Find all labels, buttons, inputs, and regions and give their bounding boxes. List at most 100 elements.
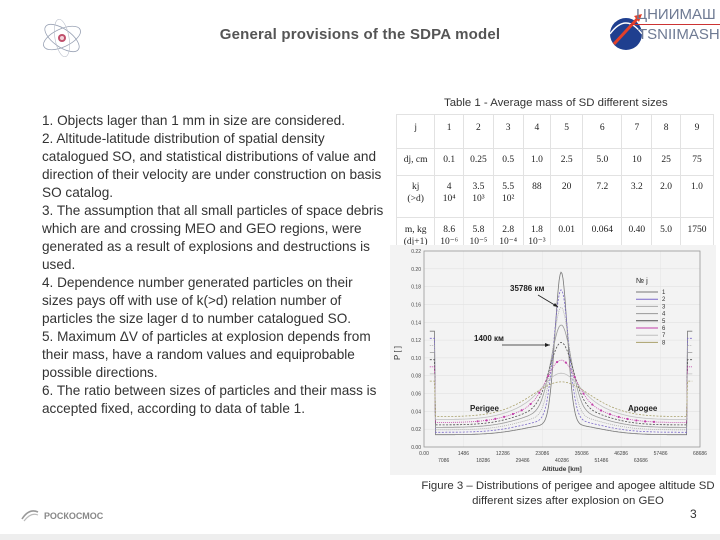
y-tick-label: 0.04 bbox=[411, 409, 421, 415]
series-marker bbox=[644, 420, 647, 423]
series-marker bbox=[494, 417, 497, 421]
y-tick-label: 0.20 bbox=[411, 267, 421, 273]
series-marker bbox=[600, 409, 603, 412]
series-marker bbox=[538, 391, 541, 394]
table-cell: 75 bbox=[679, 148, 715, 176]
y-tick-label: 0.12 bbox=[411, 338, 421, 344]
series-marker bbox=[591, 403, 594, 406]
x-axis-label: Altitude [km] bbox=[542, 466, 582, 473]
mass-size-table: j 1 2 3 4 5 6 7 8 9 dj, cm 0.1 0.25 0.5 1.0 2.5 5.0 10 25 7… bbox=[395, 114, 715, 267]
table-cell: 5.5 10² bbox=[492, 175, 524, 218]
legend-item-label: 5 bbox=[662, 319, 666, 325]
roscosmos-brand: РОСКОСМОС bbox=[44, 511, 104, 521]
provisions-list: 1. Objects lager than 1 mm in size are c… bbox=[42, 112, 387, 418]
x-tick-label: 12286 bbox=[496, 451, 510, 457]
table-cell: 2.0 bbox=[651, 175, 681, 218]
table-cell: 4 bbox=[522, 114, 552, 149]
legend-item-label: 8 bbox=[662, 340, 666, 346]
table-cell: 9 bbox=[679, 114, 715, 149]
table-caption: Table 1 - Average mass of SD different s… bbox=[444, 97, 668, 109]
legend-item-label: 3 bbox=[662, 304, 666, 310]
series-marker bbox=[652, 420, 656, 424]
x-tick-label: 51486 bbox=[594, 458, 608, 464]
series-marker bbox=[626, 417, 629, 421]
series-line-1 bbox=[429, 271, 693, 436]
series-marker bbox=[564, 361, 567, 364]
legend-title: № j bbox=[636, 276, 648, 285]
table-cell: 3.2 bbox=[621, 175, 653, 218]
logo-text-latin: TSNIIMASH bbox=[638, 26, 720, 43]
series-marker bbox=[555, 360, 559, 364]
series-marker bbox=[608, 413, 612, 416]
y-tick-label: 0.02 bbox=[411, 427, 421, 433]
table-row: kj (>d) 4 10⁴ 3.5 10³ 5.5 10² 88 20 7.2 3.2 2.0 1… bbox=[395, 175, 715, 218]
legend-item-label: 6 bbox=[662, 326, 666, 332]
table-cell: 1 bbox=[434, 114, 464, 149]
plot-frame bbox=[423, 250, 701, 448]
series-line-6 bbox=[429, 359, 693, 423]
y-tick-label: 0.08 bbox=[411, 374, 421, 380]
table-cell: 0.25 bbox=[463, 148, 494, 176]
table-cell: 10 bbox=[621, 148, 653, 176]
series-line-5 bbox=[429, 342, 693, 426]
legend-item-label: 2 bbox=[662, 297, 666, 303]
y-tick-label: 0.18 bbox=[411, 285, 421, 291]
provision-item: 2. Altitude-latitude distribution of spa… bbox=[42, 131, 382, 200]
table-cell: 20 bbox=[550, 175, 584, 218]
row-header-cell: j bbox=[395, 114, 436, 149]
logo-divider bbox=[630, 24, 720, 25]
table-cell: 2 bbox=[463, 114, 494, 149]
series-line-7 bbox=[429, 372, 693, 420]
series-marker bbox=[503, 415, 506, 418]
table-row: dj, cm 0.1 0.25 0.5 1.0 2.5 5.0 10 25 75 bbox=[395, 148, 715, 176]
altitude-distribution-chart: 0.00 0.02 0.04 0.06 0.08 0.10 0.12 0.14 0.16 0.18… bbox=[390, 245, 716, 475]
series-marker bbox=[520, 409, 523, 412]
series-marker bbox=[511, 412, 515, 416]
page-number: 3 bbox=[690, 507, 697, 521]
x-tick-label: 68686 bbox=[693, 451, 707, 457]
series-line-3 bbox=[429, 306, 693, 431]
width-annotation: 1400 км bbox=[474, 334, 504, 343]
series-marker bbox=[529, 402, 532, 406]
series-marker bbox=[635, 419, 638, 422]
provision-item: 4. Dependence number generated particles… bbox=[42, 275, 353, 326]
series-marker bbox=[573, 375, 576, 379]
globe-logo-icon bbox=[43, 18, 81, 58]
x-tick-label: 1486 bbox=[458, 451, 469, 457]
table-cell: 25 bbox=[651, 148, 681, 176]
table-cell: 1.0 bbox=[679, 175, 715, 218]
table-cell: 8 bbox=[651, 114, 681, 149]
table-cell: 0.1 bbox=[434, 148, 464, 176]
row-header-cell: kj (>d) bbox=[395, 175, 436, 218]
series-marker bbox=[476, 420, 479, 423]
x-tick-label: 0.00 bbox=[419, 451, 429, 457]
y-tick-label: 0.22 bbox=[411, 249, 421, 255]
series-line-8 bbox=[429, 380, 693, 418]
x-tick-label: 29486 bbox=[516, 458, 530, 464]
table-cell: 5.0 bbox=[582, 148, 623, 176]
legend-item-label: 4 bbox=[662, 312, 666, 318]
logo-text-russian: ЦНИИМАШ bbox=[636, 6, 716, 23]
table-cell: 5 bbox=[550, 114, 584, 149]
y-axis-label: P [ ] bbox=[393, 346, 402, 360]
table-cell: 3 bbox=[492, 114, 524, 149]
table-cell: 4 10⁴ bbox=[434, 175, 464, 218]
x-tick-label: 57486 bbox=[654, 451, 668, 457]
y-tick-label: 0.10 bbox=[411, 356, 421, 362]
series-marker bbox=[617, 415, 620, 419]
series-marker bbox=[485, 419, 488, 422]
table-cell: 7 bbox=[621, 114, 653, 149]
provision-item: 1. Objects lager than 1 mm in size are c… bbox=[42, 113, 345, 128]
series-marker bbox=[547, 374, 550, 378]
figure-caption: Figure 3 – Distributions of perigee and … bbox=[421, 480, 715, 507]
perigee-label: Perigee bbox=[470, 404, 499, 413]
series-line-2 bbox=[429, 289, 693, 433]
provision-item: 6. The ratio between sizes of particles … bbox=[42, 383, 377, 416]
x-tick-label: 40286 bbox=[555, 458, 569, 464]
table-cell: 6 bbox=[582, 114, 623, 149]
table-cell: 1.0 bbox=[522, 148, 552, 176]
roscosmos-logo-icon: РОСКОСМОС bbox=[21, 510, 104, 522]
table-cell: 0.5 bbox=[492, 148, 524, 176]
legend-item-label: 7 bbox=[662, 333, 666, 339]
x-tick-label: 23086 bbox=[535, 451, 549, 457]
